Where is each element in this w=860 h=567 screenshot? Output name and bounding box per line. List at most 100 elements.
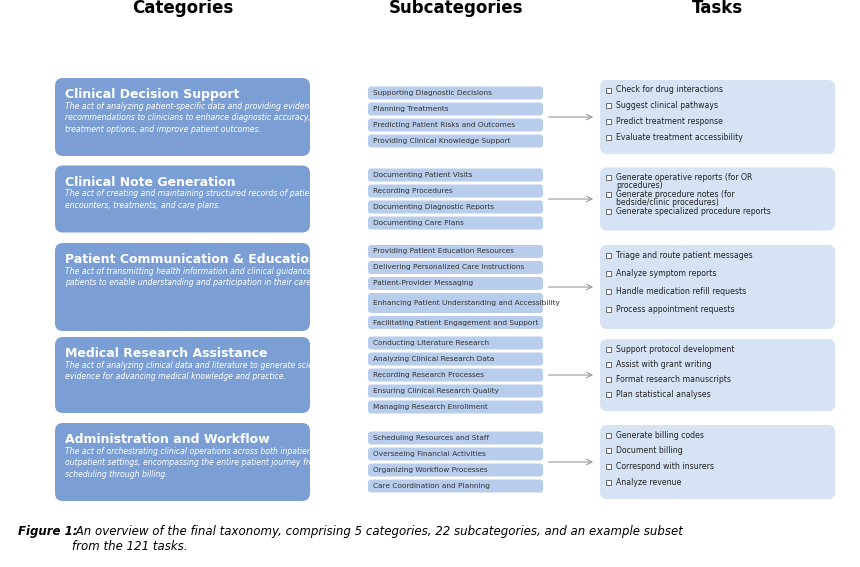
FancyBboxPatch shape <box>368 431 543 445</box>
Text: Support protocol development: Support protocol development <box>616 345 734 353</box>
FancyBboxPatch shape <box>606 87 611 92</box>
FancyBboxPatch shape <box>368 316 543 329</box>
Text: Documenting Diagnostic Reports: Documenting Diagnostic Reports <box>373 204 494 210</box>
Text: Managing Research Enrollment: Managing Research Enrollment <box>373 404 488 410</box>
Text: Documenting Patient Visits: Documenting Patient Visits <box>373 172 472 178</box>
FancyBboxPatch shape <box>368 245 543 258</box>
Text: Enhancing Patient Understanding and Accessibility: Enhancing Patient Understanding and Acce… <box>373 300 560 306</box>
FancyBboxPatch shape <box>606 346 611 352</box>
FancyBboxPatch shape <box>368 103 543 116</box>
FancyBboxPatch shape <box>55 337 310 413</box>
Text: The act of analyzing patient-specific data and providing evidence-based
recommen: The act of analyzing patient-specific da… <box>65 102 346 134</box>
FancyBboxPatch shape <box>368 201 543 214</box>
Text: Analyzing Clinical Research Data: Analyzing Clinical Research Data <box>373 356 494 362</box>
Text: The act of analyzing clinical data and literature to generate scientific
evidenc: The act of analyzing clinical data and l… <box>65 361 332 382</box>
Text: Subcategories: Subcategories <box>388 0 523 17</box>
FancyBboxPatch shape <box>55 423 310 501</box>
Text: Planning Treatments: Planning Treatments <box>373 106 449 112</box>
Text: Facilitating Patient Engagement and Support: Facilitating Patient Engagement and Supp… <box>373 319 538 325</box>
Text: Predict treatment response: Predict treatment response <box>616 117 723 126</box>
Text: Documenting Care Plans: Documenting Care Plans <box>373 220 464 226</box>
Text: Delivering Personalized Care Instructions: Delivering Personalized Care Instruction… <box>373 264 525 270</box>
Text: Evaluate treatment accessibility: Evaluate treatment accessibility <box>616 133 743 142</box>
Text: Assist with grant writing: Assist with grant writing <box>616 359 712 369</box>
FancyBboxPatch shape <box>368 384 543 397</box>
FancyBboxPatch shape <box>368 463 543 476</box>
Text: Patient-Provider Messaging: Patient-Provider Messaging <box>373 281 473 286</box>
FancyBboxPatch shape <box>368 400 543 413</box>
FancyBboxPatch shape <box>600 80 835 154</box>
FancyBboxPatch shape <box>606 392 611 397</box>
FancyBboxPatch shape <box>55 78 310 156</box>
FancyBboxPatch shape <box>606 119 611 124</box>
Text: Categories: Categories <box>132 0 233 17</box>
Text: Generate operative reports (for OR: Generate operative reports (for OR <box>616 173 752 182</box>
FancyBboxPatch shape <box>606 307 611 312</box>
FancyBboxPatch shape <box>600 339 835 411</box>
Text: Triage and route patient messages: Triage and route patient messages <box>616 251 752 260</box>
FancyBboxPatch shape <box>600 245 835 329</box>
Text: Correspond with insurers: Correspond with insurers <box>616 462 714 471</box>
FancyBboxPatch shape <box>368 168 543 181</box>
FancyBboxPatch shape <box>600 167 835 231</box>
Text: Ensuring Clinical Research Quality: Ensuring Clinical Research Quality <box>373 388 499 394</box>
FancyBboxPatch shape <box>606 252 611 257</box>
Text: Organizing Workflow Processes: Organizing Workflow Processes <box>373 467 488 473</box>
FancyBboxPatch shape <box>606 289 611 294</box>
Text: Medical Research Assistance: Medical Research Assistance <box>65 347 267 360</box>
FancyBboxPatch shape <box>606 362 611 367</box>
FancyBboxPatch shape <box>55 166 310 232</box>
FancyBboxPatch shape <box>368 87 543 99</box>
FancyBboxPatch shape <box>606 480 611 485</box>
Text: Supporting Diagnostic Decisions: Supporting Diagnostic Decisions <box>373 90 492 96</box>
Text: Generate specialized procedure reports: Generate specialized procedure reports <box>616 207 771 216</box>
Text: Clinical Decision Support: Clinical Decision Support <box>65 88 239 101</box>
Text: Administration and Workflow: Administration and Workflow <box>65 433 270 446</box>
FancyBboxPatch shape <box>368 217 543 230</box>
Text: Recording Research Processes: Recording Research Processes <box>373 372 484 378</box>
Text: Overseeing Financial Activities: Overseeing Financial Activities <box>373 451 486 457</box>
Text: Generate procedure notes (for: Generate procedure notes (for <box>616 190 734 199</box>
Text: Providing Clinical Knowledge Support: Providing Clinical Knowledge Support <box>373 138 510 144</box>
Text: Analyze revenue: Analyze revenue <box>616 477 681 486</box>
FancyBboxPatch shape <box>606 270 611 276</box>
FancyBboxPatch shape <box>55 243 310 331</box>
FancyBboxPatch shape <box>606 134 611 139</box>
Text: Suggest clinical pathways: Suggest clinical pathways <box>616 101 718 110</box>
Text: The act of creating and maintaining structured records of patient
encounters, tr: The act of creating and maintaining stru… <box>65 189 317 210</box>
Text: bedside/clinic procedures): bedside/clinic procedures) <box>616 198 719 207</box>
Text: Patient Communication & Education: Patient Communication & Education <box>65 253 317 266</box>
FancyBboxPatch shape <box>368 447 543 460</box>
FancyBboxPatch shape <box>606 103 611 108</box>
Text: The act of orchestrating clinical operations across both inpatient and
outpatien: The act of orchestrating clinical operat… <box>65 447 332 479</box>
FancyBboxPatch shape <box>606 433 611 438</box>
FancyBboxPatch shape <box>606 464 611 469</box>
FancyBboxPatch shape <box>368 336 543 349</box>
Text: Clinical Note Generation: Clinical Note Generation <box>65 176 236 188</box>
Text: Predicting Patient Risks and Outcomes: Predicting Patient Risks and Outcomes <box>373 122 515 128</box>
FancyBboxPatch shape <box>606 377 611 382</box>
Text: Check for drug interactions: Check for drug interactions <box>616 86 723 95</box>
FancyBboxPatch shape <box>368 184 543 197</box>
FancyBboxPatch shape <box>368 119 543 132</box>
Text: Care Coordination and Planning: Care Coordination and Planning <box>373 483 490 489</box>
Text: procedures): procedures) <box>616 181 662 190</box>
Text: Analyze symptom reports: Analyze symptom reports <box>616 269 716 278</box>
FancyBboxPatch shape <box>368 277 543 290</box>
FancyBboxPatch shape <box>368 261 543 274</box>
Text: Recording Procedures: Recording Procedures <box>373 188 452 194</box>
Text: Providing Patient Education Resources: Providing Patient Education Resources <box>373 248 514 255</box>
Text: Process appointment requests: Process appointment requests <box>616 305 734 314</box>
FancyBboxPatch shape <box>368 134 543 147</box>
FancyBboxPatch shape <box>368 480 543 493</box>
FancyBboxPatch shape <box>600 425 835 499</box>
Text: The act of transmitting health information and clinical guidance to
patients to : The act of transmitting health informati… <box>65 267 322 287</box>
Text: Scheduling Resources and Staff: Scheduling Resources and Staff <box>373 435 489 441</box>
Text: Tasks: Tasks <box>692 0 743 17</box>
Text: Figure 1:: Figure 1: <box>18 525 77 538</box>
FancyBboxPatch shape <box>368 353 543 366</box>
Text: Handle medication refill requests: Handle medication refill requests <box>616 287 746 296</box>
FancyBboxPatch shape <box>606 175 611 180</box>
FancyBboxPatch shape <box>368 293 543 313</box>
FancyBboxPatch shape <box>606 209 611 214</box>
